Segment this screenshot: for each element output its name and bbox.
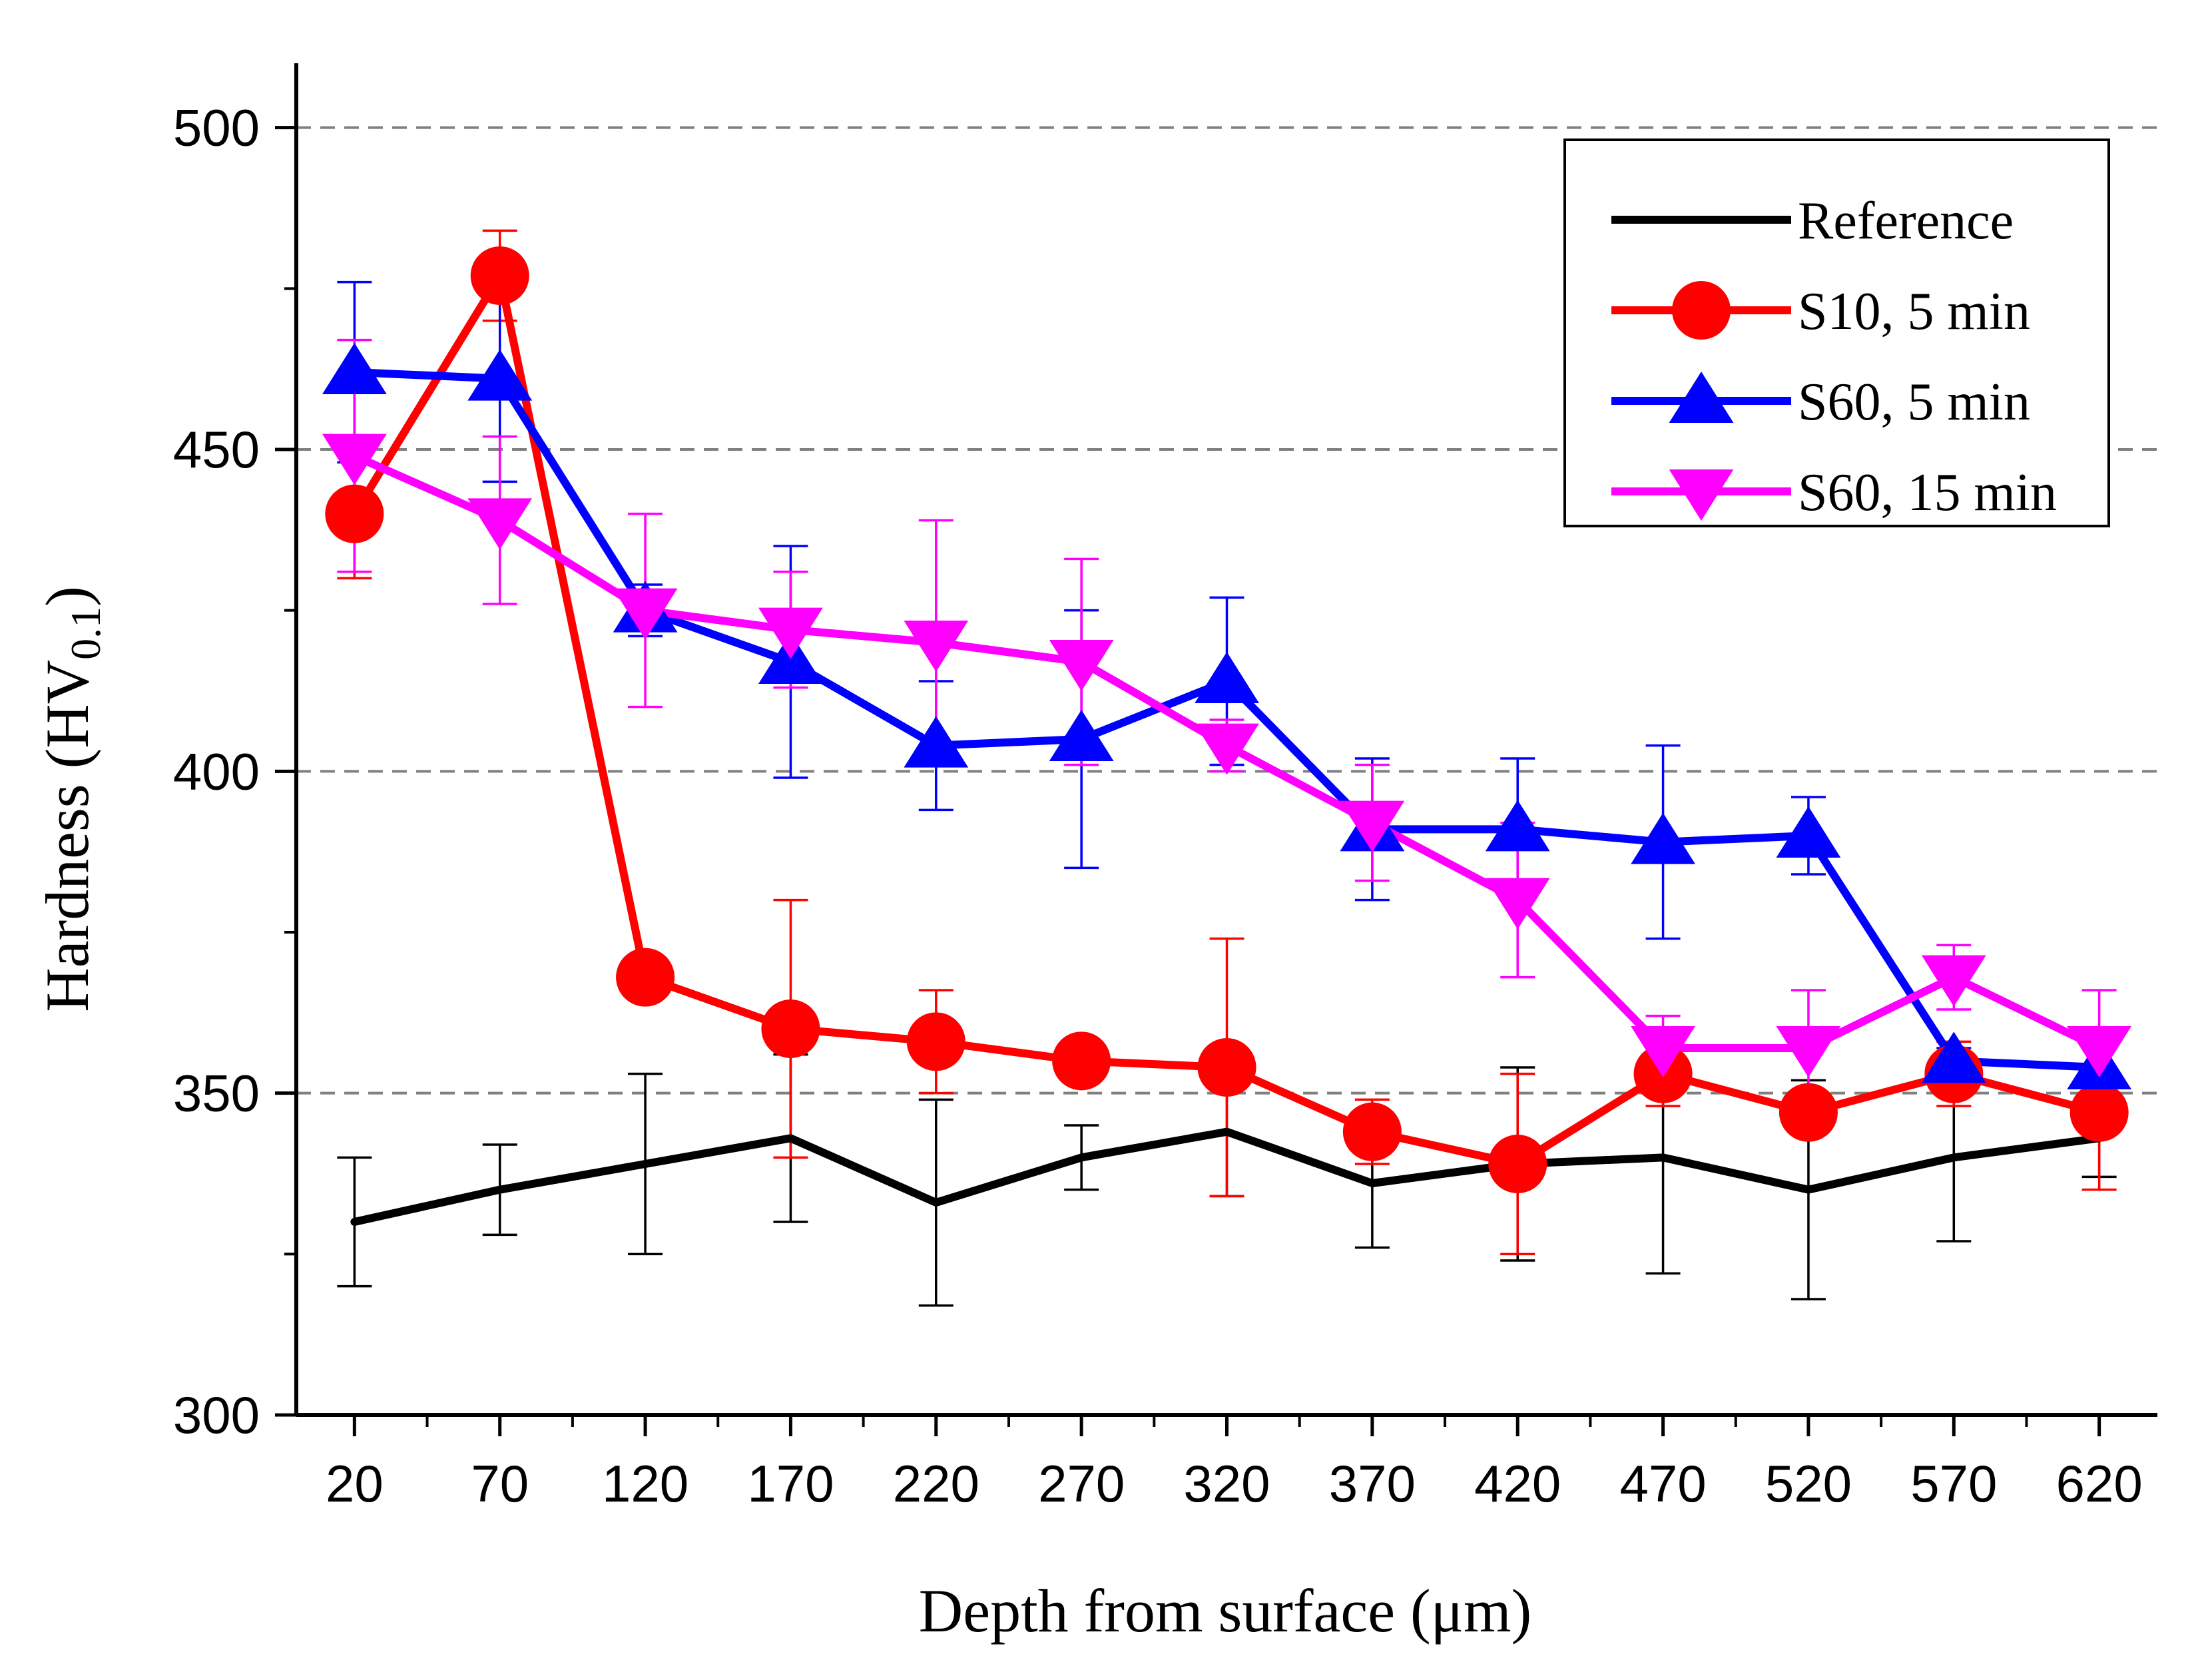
x-tick-label: 470 xyxy=(1620,1454,1707,1513)
data-point-s60-5-min xyxy=(1921,1031,1986,1083)
data-point-s10-5-min xyxy=(616,948,675,1007)
series-line-reference xyxy=(350,1127,2103,1226)
legend-entries: Reference S10, 5 min S60, 5 min S60, 15 min xyxy=(1611,192,2057,522)
data-point-s10-5-min xyxy=(470,246,529,305)
data-point-s10-5-min xyxy=(1342,1102,1402,1161)
data-point-s60-15-min xyxy=(1631,1026,1695,1077)
y-axis-title: Hardness (HV0.1) xyxy=(33,586,109,1012)
data-point-s60-15-min xyxy=(1776,1026,1841,1077)
tick-labels: 300 350 400 450 500 20 70 120 170 220 270 320 370 420… xyxy=(173,99,2143,1513)
data-point-s10-5-min xyxy=(1052,1031,1111,1091)
legend: Reference S10, 5 min S60, 5 min S60, 15 min xyxy=(1563,139,2110,527)
data-point-s10-5-min xyxy=(2069,1083,2129,1142)
x-tick-label: 420 xyxy=(1474,1454,1561,1513)
legend-label-s60-15-min: S60, 15 min xyxy=(1798,463,2057,522)
x-tick-label: 120 xyxy=(602,1454,688,1513)
legend-marker-s60-5-min xyxy=(1669,372,1734,423)
data-point-s10-5-min xyxy=(906,1012,965,1071)
x-tick-label: 270 xyxy=(1038,1454,1125,1513)
data-point-s60-5-min xyxy=(904,716,969,768)
y-tick-label: 350 xyxy=(173,1064,260,1123)
y-axis-title-subscript: 0.1 xyxy=(62,607,109,660)
legend-frame xyxy=(1563,139,2110,527)
x-tick-label: 620 xyxy=(2056,1454,2143,1513)
y-tick-label: 500 xyxy=(173,99,260,157)
x-tick-label: 20 xyxy=(326,1454,384,1513)
data-point-s60-5-min xyxy=(467,349,533,401)
data-point-s60-5-min xyxy=(1049,710,1114,761)
data-point-s60-5-min xyxy=(1631,812,1695,864)
data-point-s10-5-min xyxy=(1779,1083,1838,1142)
x-tick-label: 320 xyxy=(1183,1454,1270,1513)
data-point-s60-15-min xyxy=(322,433,387,485)
axes xyxy=(275,63,2157,1436)
x-tick-label: 70 xyxy=(471,1454,529,1513)
data-point-s10-5-min xyxy=(325,484,384,543)
data-point-s60-15-min xyxy=(758,607,823,659)
data-point-s10-5-min xyxy=(1488,1135,1547,1193)
y-tick-label: 400 xyxy=(173,742,260,800)
data-point-s10-5-min xyxy=(1197,1038,1256,1097)
x-tick-label: 570 xyxy=(1910,1454,1997,1513)
legend-label-s10-5-min: S10, 5 min xyxy=(1798,282,2030,341)
data-point-s60-15-min xyxy=(1485,878,1550,930)
data-point-s60-15-min xyxy=(613,588,678,640)
data-point-s10-5-min xyxy=(761,999,820,1058)
x-tick-label: 170 xyxy=(747,1454,834,1513)
data-point-s60-5-min xyxy=(1195,652,1259,703)
data-point-s60-5-min xyxy=(1485,800,1550,852)
legend-label-s60-5-min: S60, 5 min xyxy=(1798,373,2030,431)
legend-label-reference: Reference xyxy=(1798,192,2014,250)
data-point-s60-15-min xyxy=(1340,800,1405,852)
y-axis-title-close: ) xyxy=(33,586,101,607)
data-point-s60-15-min xyxy=(1195,723,1259,775)
y-tick-label: 300 xyxy=(173,1386,260,1444)
data-point-s60-15-min xyxy=(467,498,533,550)
data-point-s60-5-min xyxy=(322,343,387,394)
legend-marker-s10-5-min xyxy=(1672,281,1731,340)
y-axis-title-main: Hardness (HV xyxy=(33,660,101,1012)
y-tick-label: 450 xyxy=(173,420,260,479)
data-point-s60-15-min xyxy=(2067,1026,2132,1077)
data-point-s60-5-min xyxy=(1776,806,1841,858)
x-tick-label: 520 xyxy=(1765,1454,1852,1513)
x-tick-label: 370 xyxy=(1329,1454,1416,1513)
data-point-s60-15-min xyxy=(1921,955,1986,1007)
legend-marker-s60-15-min xyxy=(1669,469,1734,521)
series-markers xyxy=(322,246,2132,1193)
data-point-s60-15-min xyxy=(904,621,969,672)
data-point-s60-15-min xyxy=(1049,640,1114,691)
x-tick-label: 220 xyxy=(893,1454,979,1513)
x-axis-title: Depth from surface (μm) xyxy=(919,1577,1531,1645)
